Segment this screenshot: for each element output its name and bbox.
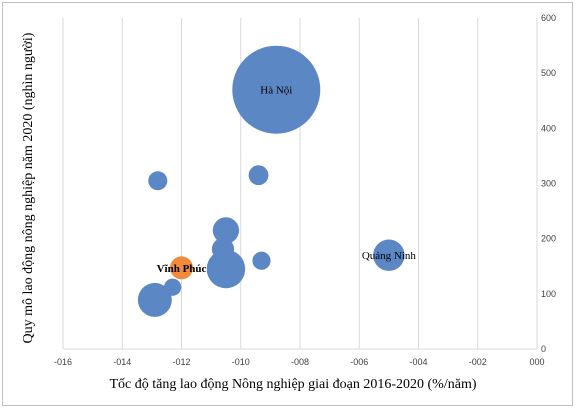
bubble [373,239,405,271]
x-tick-label: -016 [54,357,72,367]
y-tick-label: 300 [541,179,556,189]
y-tick-label: 500 [541,68,556,78]
bubbles [137,45,405,317]
bubble [212,217,240,244]
bubble [252,251,271,270]
y-tick-label: 400 [541,123,556,133]
x-axis-title: Tốc độ tăng lao động Nông nghiệp giai đo… [109,377,476,392]
x-tick-label: -006 [350,357,368,367]
grid-lines [62,18,538,350]
bubble-label: Quảng Ninh [362,250,417,262]
x-tick-label: 000 [529,357,544,367]
bubble [206,249,246,289]
y-tick-label: 600 [541,13,556,23]
bubble [248,165,269,186]
x-tick-label: -008 [291,357,309,367]
x-tick-label: -012 [172,357,190,367]
bubble-highlight [170,256,193,280]
bubble [148,171,168,191]
y-tick-label: 0 [541,344,546,354]
x-tick-label: -002 [469,357,487,367]
x-tick-label: -014 [113,357,131,367]
y-tick-labels: 0 100 200 300 400 500 600 [541,13,556,354]
y-tick-label: 200 [541,234,556,244]
y-tick-label: 100 [541,289,556,299]
bubble-label: Vĩnh Phúc [157,263,207,275]
x-tick-label: -004 [409,357,427,367]
y-axis-title: Quy mô lao động nông nghiệp năm 2020 (ng… [21,32,36,343]
bubble [211,238,235,261]
bubble-label: Hà Nội [260,85,292,97]
bubble [137,282,172,317]
x-tick-label: -010 [232,357,250,367]
bubble [232,45,321,134]
bubble-labels: Hà Nội Quảng Ninh Vĩnh Phúc [157,85,417,275]
bubble [164,278,182,296]
x-tick-labels: -016 -014 -012 -010 -008 -006 -004 -002 000 [54,357,545,367]
